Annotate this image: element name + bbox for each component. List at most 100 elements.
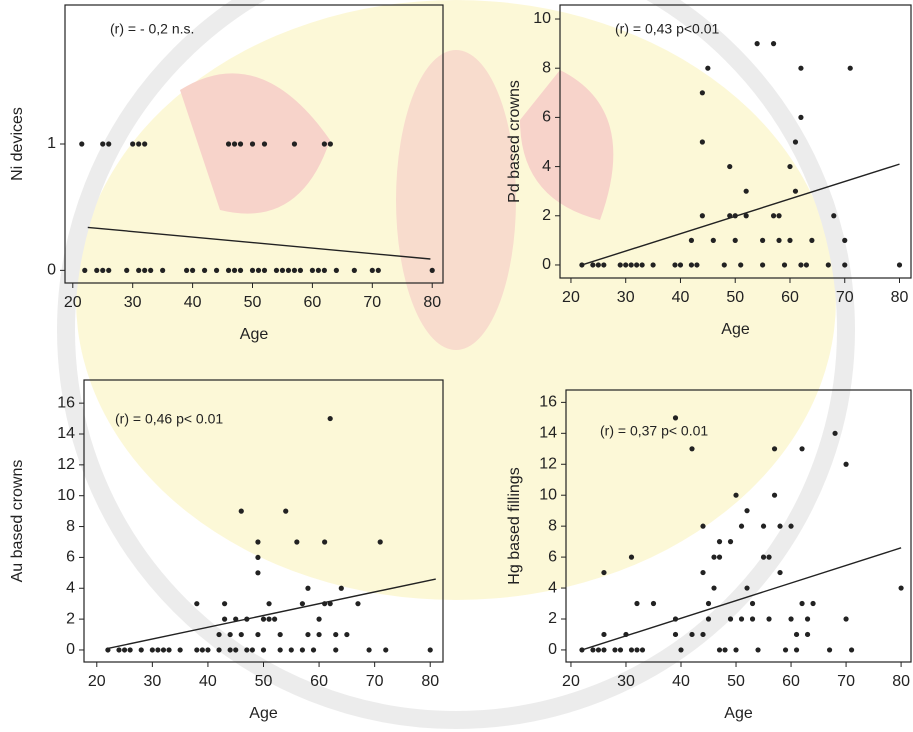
point [222,601,227,606]
point [798,115,803,120]
point [316,617,321,622]
point [772,493,777,498]
y-tick-label: 4 [542,158,551,175]
point [232,141,237,146]
x-tick-label: 40 [672,289,690,306]
point [700,139,705,144]
point [190,268,195,273]
point [794,632,799,637]
point [760,238,765,243]
y-tick-label: 2 [66,610,75,627]
point [672,262,677,267]
point [430,268,435,273]
x-tick-label: 20 [562,289,580,306]
point [305,632,310,637]
y-tick-label: 6 [66,549,75,566]
point [232,268,237,273]
point [782,262,787,267]
point [311,647,316,652]
point [194,601,199,606]
point [689,238,694,243]
point [289,647,294,652]
point [278,647,283,652]
point [116,647,121,652]
y-tick-label: 4 [66,579,75,596]
x-tick-label: 30 [617,289,635,306]
point [106,268,111,273]
x-tick-label: 20 [88,673,106,690]
x-tick-label: 70 [366,673,384,690]
point [826,262,831,267]
point [160,268,165,273]
point [262,141,267,146]
point [255,539,260,544]
y-tick-label: 2 [542,207,551,224]
point [650,262,655,267]
point [233,647,238,652]
point [843,616,848,621]
point [255,632,260,637]
x-tick-label: 50 [244,294,262,311]
point [849,647,854,652]
point [694,262,699,267]
point [228,632,233,637]
point [166,647,171,652]
y-tick-label: 2 [548,610,557,627]
point [366,647,371,652]
point [832,431,837,436]
y-tick-label: 10 [57,487,75,504]
annotation: (r) = 0,43 p<0.01 [615,21,720,37]
y-tick-label: 10 [533,10,551,27]
x-tick-label: 80 [423,294,441,311]
point [238,268,243,273]
point [848,66,853,71]
point [250,647,255,652]
point [222,617,227,622]
point [711,554,716,559]
point [738,262,743,267]
y-tick-label: 12 [57,456,75,473]
point [798,262,803,267]
point [777,524,782,529]
point [161,647,166,652]
y-tick-label: 4 [548,579,557,596]
x-tick-label: 80 [421,673,439,690]
point [793,189,798,194]
x-tick-label: 40 [672,673,690,690]
point [634,647,639,652]
point [300,647,305,652]
point [706,601,711,606]
point [601,570,606,575]
point [280,268,285,273]
point [842,262,847,267]
y-tick-label: 8 [542,59,551,76]
point [184,268,189,273]
point [673,632,678,637]
point [139,647,144,652]
point [744,508,749,513]
point [750,601,755,606]
point [226,268,231,273]
x-tick-label: 40 [184,294,202,311]
point [787,238,792,243]
point [739,616,744,621]
point [777,570,782,575]
x-axis-label: Age [724,705,753,722]
point [728,616,733,621]
point [711,585,716,590]
point [678,262,683,267]
point [843,462,848,467]
point [634,601,639,606]
point [761,554,766,559]
point [79,141,84,146]
point [590,647,595,652]
y-tick-label: 6 [548,548,557,565]
y-tick-label: 8 [548,517,557,534]
x-tick-label: 50 [726,289,744,306]
point [202,268,207,273]
x-tick-label: 30 [617,673,635,690]
point [788,524,793,529]
point [155,647,160,652]
point [205,647,210,652]
point [640,647,645,652]
